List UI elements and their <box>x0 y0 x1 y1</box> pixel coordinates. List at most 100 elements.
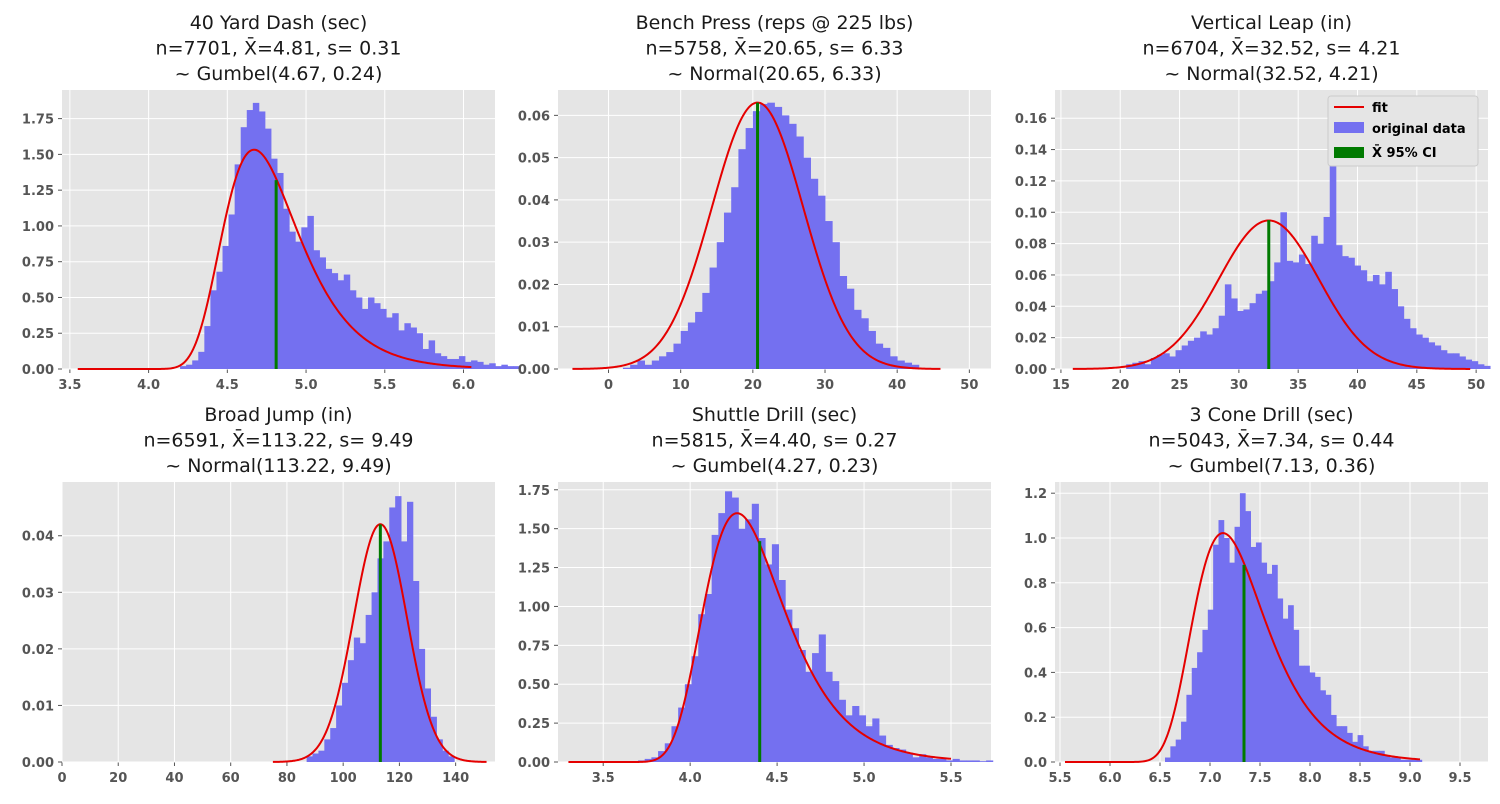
histogram-bar <box>313 250 320 369</box>
histogram-bar <box>331 273 339 369</box>
y-tick-label: 0.50 <box>518 678 550 693</box>
y-tick-label: 0.04 <box>1015 300 1047 315</box>
histogram-bar <box>222 245 229 369</box>
histogram-bar <box>659 356 667 369</box>
histogram-bar <box>1293 629 1300 762</box>
x-tick-label: 4.5 <box>766 771 789 786</box>
x-tick-label: 3.5 <box>58 378 81 393</box>
panel-3: 15 20 25 30 35 40 45 50 0.00 0.02 0.04 0.06 0.08 0.10… <box>1015 12 1491 393</box>
legend-fit-label: fit <box>1372 101 1388 116</box>
histogram-bar <box>1348 257 1355 369</box>
histogram-bar <box>1416 334 1423 369</box>
x-tick-label: 4.0 <box>137 378 160 393</box>
histogram-bar <box>324 739 331 762</box>
y-tick-label: 0.0 <box>1024 756 1047 771</box>
histogram-bar <box>1202 629 1209 762</box>
histogram-bar <box>1325 694 1332 762</box>
histogram-bar <box>671 726 679 762</box>
y-tick-label: 0.00 <box>22 756 54 771</box>
histogram-bar <box>818 634 826 762</box>
histogram-bar <box>1366 281 1374 369</box>
histogram-bar <box>1272 564 1278 762</box>
histogram-bar <box>271 158 278 369</box>
chart-title-line-3: ~ Gumbel(4.67, 0.24) <box>175 63 383 85</box>
histogram-bar <box>395 496 402 762</box>
histogram-bar <box>852 706 860 762</box>
x-tick-label: 10 <box>672 378 690 393</box>
histogram-bar <box>788 123 797 370</box>
histogram-bar <box>1181 345 1189 369</box>
histogram-bar <box>858 715 867 762</box>
y-tick-label: 1.00 <box>518 600 550 615</box>
histogram-bar <box>872 718 880 762</box>
x-tick-label: 3.5 <box>592 771 615 786</box>
histogram-bar <box>501 364 508 369</box>
histogram-bar <box>1255 542 1262 762</box>
histogram-bar <box>1186 694 1193 762</box>
x-tick-label: 40 <box>165 771 183 786</box>
x-tick-label: 5.5 <box>373 378 396 393</box>
histogram-bar <box>398 330 405 369</box>
histogram-bar <box>1405 759 1412 762</box>
histogram-bar <box>959 760 967 762</box>
x-tick-label: 5.0 <box>295 378 318 393</box>
histogram-bar <box>353 637 361 762</box>
x-tick-label: 40 <box>1348 378 1366 393</box>
y-tick-label: 1.50 <box>22 148 54 163</box>
histogram-bar <box>1416 759 1423 762</box>
histogram-bar <box>704 594 713 762</box>
histogram-bar <box>1274 262 1281 369</box>
x-tick-label: 0 <box>604 378 613 393</box>
histogram-bar <box>1434 345 1442 369</box>
panel-1: 3.5 4.0 4.5 5.0 5.5 6.0 0.00 0.25 0.50 0.75 1.00 1.… <box>22 12 520 393</box>
histogram-bar <box>374 303 381 369</box>
histogram-bar <box>651 360 660 369</box>
histogram-bar <box>1409 328 1417 369</box>
histogram-bar <box>709 267 718 369</box>
histogram-bar <box>442 750 449 762</box>
histogram-bar <box>630 364 638 369</box>
legend-ci-label: X̄ 95% CI <box>1372 145 1437 161</box>
histogram-bar <box>1391 289 1399 369</box>
histogram-bar <box>448 756 455 762</box>
histogram-bar <box>832 242 840 369</box>
histogram-bar <box>760 103 768 369</box>
histogram-bar <box>622 367 631 369</box>
x-tick-label: 35 <box>1289 378 1307 393</box>
histogram-bar <box>1298 665 1305 762</box>
histogram-bar <box>1372 274 1380 369</box>
histogram-bar <box>1477 364 1485 369</box>
x-tick-label: 6.5 <box>1148 771 1171 786</box>
histogram-bar <box>803 157 811 369</box>
histogram-bar <box>318 750 325 762</box>
fit-curve <box>77 148 472 370</box>
histogram-bar <box>1237 311 1244 369</box>
x-tick-label: 7.0 <box>1198 771 1221 786</box>
histogram-bar <box>798 650 806 762</box>
x-tick-label: 20 <box>1111 378 1129 393</box>
histogram-bar <box>805 671 813 762</box>
x-tick-label: 50 <box>1467 378 1485 393</box>
histogram-bar <box>330 728 337 762</box>
histogram-bar <box>389 507 396 762</box>
x-tick-label: 25 <box>1171 378 1189 393</box>
histogram-bar <box>401 541 408 762</box>
histogram-bar <box>781 115 790 369</box>
histogram-bar <box>306 756 313 762</box>
y-tick-label: 0.06 <box>1015 269 1047 284</box>
histogram-bar <box>687 322 696 369</box>
y-tick-label: 1.25 <box>22 184 54 199</box>
histogram-bar <box>1352 741 1358 762</box>
chart-title-line-1: Broad Jump (in) <box>204 404 352 426</box>
y-tick-label: 0.02 <box>22 643 54 658</box>
chart-title-line-3: ~ Gumbel(7.13, 0.36) <box>1168 455 1376 477</box>
histogram-bar <box>986 760 994 762</box>
histogram-bar <box>1342 256 1349 369</box>
histogram-bar <box>1224 284 1232 369</box>
histogram-bar <box>1218 520 1225 762</box>
histogram-bar <box>853 309 862 369</box>
chart-title-line-2: n=5043, X̄=7.34, s= 0.44 <box>1149 427 1395 451</box>
histogram-bar <box>1169 356 1176 369</box>
histogram-bar <box>778 580 786 762</box>
histogram-bar <box>825 221 833 369</box>
